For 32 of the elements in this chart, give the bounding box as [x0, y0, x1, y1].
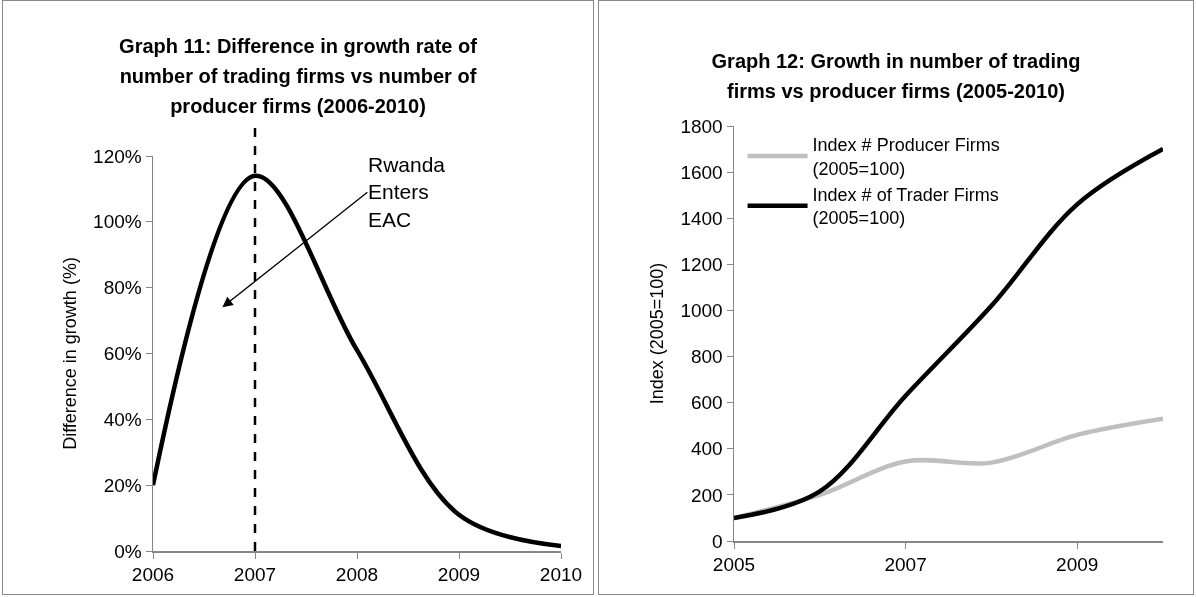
y-tick-label: 600: [691, 392, 723, 414]
y-tick-label: 800: [691, 346, 723, 368]
x-tick-label: 2008: [335, 564, 379, 586]
y-axis-title: Difference in growth (%): [59, 257, 80, 450]
x-tick-label: 2007: [233, 564, 277, 586]
x-tick-label: 2006: [131, 564, 175, 586]
y-tick-label: 40%: [103, 408, 142, 430]
x-tick-label: 2005: [712, 554, 756, 576]
y-tick-label: 1200: [680, 253, 723, 275]
y-tick-label: 400: [691, 438, 723, 460]
annotation: Rwanda Enters EAC: [368, 153, 446, 231]
legend-label: Index # of Trader Firms (2005=100): [812, 185, 999, 229]
x-tick-label: 2007: [884, 554, 927, 576]
x-tick-label: 2010: [539, 564, 583, 586]
y-tick-label: 1600: [680, 161, 723, 183]
chart-title: Graph 11: Difference in growth rate of number of trading firms vs number of producer firms (2006-2010): [118, 34, 478, 119]
y-tick-label: 120%: [93, 145, 142, 167]
x-tick-label: 2009: [437, 564, 481, 586]
x-tick-label: 2009: [1056, 554, 1099, 576]
y-tick-label: 100%: [93, 211, 142, 233]
y-tick-label: 1800: [680, 115, 723, 137]
y-axis-title: Index (2005=100): [646, 262, 667, 405]
y-tick-label: 0%: [114, 540, 142, 562]
y-tick-label: 80%: [103, 277, 142, 299]
y-tick-label: 200: [691, 484, 723, 506]
y-tick-label: 0: [712, 530, 723, 552]
y-tick-label: 1000: [680, 300, 723, 322]
y-tick-label: 1400: [680, 207, 723, 229]
y-tick-label: 60%: [103, 343, 142, 365]
y-tick-label: 20%: [103, 474, 142, 496]
chart-title: Graph 12: Growth in number of trading firms vs producer firms (2005-2010): [710, 49, 1082, 104]
legend-label: Index # Producer Firms (2005=100): [812, 135, 1000, 179]
